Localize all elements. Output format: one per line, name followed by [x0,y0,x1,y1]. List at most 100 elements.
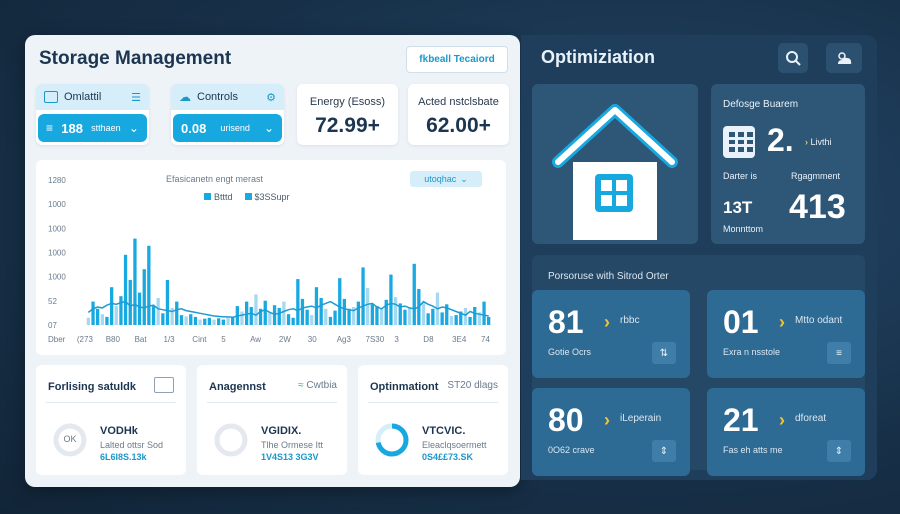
chevron-right-icon: › [604,312,610,332]
bottom-card-optinmationt[interactable]: Optinmationt ST20 dlags VTCVIC. Eleaclqs… [358,365,508,475]
chart-bar [156,298,160,325]
chart-bar [226,317,230,325]
chart-bar [426,313,430,325]
chart-bar [333,310,337,325]
card-meta: ≈ Cwtbia [298,380,337,391]
arrows-icon: ⇅ [659,347,669,359]
metric-card-2[interactable]: 01 › Mtto odant Exra n nsstole ≡ [707,290,865,378]
adjust-button[interactable]: ⇕ [652,440,676,462]
chart-bar [170,307,174,325]
chevron-right-icon: › [779,410,785,430]
chart-bar [291,317,295,325]
x-tick-label: 1/3 [164,335,176,344]
metric-card-3[interactable]: 80 › iLeperain 0O62 crave ⇕ [532,388,690,476]
metric-card-4[interactable]: 21 › dforeat Fas eh atts me ⇕ [707,388,865,476]
metric-card-1[interactable]: 81 › rbbc Gotie Ocrs ⇅ [532,290,690,378]
chart-bar [459,311,463,325]
chart-bar [217,318,221,326]
kpi-pill[interactable]: ≡ 188 stthaen ⌄ [38,114,147,142]
card-line3: 1V4S13 3G3V [261,452,319,462]
chart-bar [123,254,128,325]
chart-bar [128,280,132,325]
metric-value: 80 [548,402,584,438]
card-line1: VGIDIX. [261,425,302,437]
header-select[interactable]: fkbeall Tecaiord [406,46,508,73]
performance-section: Porsoruse with Sitrod Orter 81 › rbbc Go… [532,255,865,476]
x-tick-label: 30 [308,335,317,344]
expand-button[interactable] [154,377,174,393]
bottom-card-anagennst[interactable]: Anagennst ≈ Cwtbia VGIDIX. Tlhe Ormese I… [197,365,347,475]
y-tick-label: 1000 [48,273,66,282]
chart-bar [449,316,454,325]
chart-bar [189,314,193,325]
x-tick-label: B80 [106,335,121,344]
search-button[interactable] [778,43,808,73]
chart-bar [258,308,263,325]
y-tick-label: 07 [48,321,57,330]
chart-bar [366,288,370,325]
kpi-value: 0.08 [181,120,207,136]
gear-icon: ⚙ [266,91,276,104]
ring-value: OK [63,434,77,444]
cloud-sun-icon [838,52,852,64]
chart-bar [147,245,151,325]
chart-bar [328,316,333,325]
kpi-label: Energy (Esoss) [309,96,386,108]
kpi-card-controls[interactable]: ☁ Controls ⚙ 0.08 urisend ⌄ [171,84,284,145]
house-card[interactable] [532,84,698,244]
divider [46,402,176,403]
chevron-right-icon: › [779,312,785,332]
card-title: Optinmationt [370,381,439,393]
chart-dropdown[interactable]: utoqhac ⌄ [410,171,482,187]
adjust-button[interactable]: ⇕ [827,440,851,462]
card-title: Anagennst [209,381,266,393]
chart-bar [393,297,398,325]
chart-bar [352,307,356,325]
updown-icon: ⇕ [834,445,844,457]
checkbox-icon [44,91,58,103]
metric-value: 81 [548,304,584,340]
chart-bar [114,306,118,325]
card-line3: 0S4££73.SK [422,452,474,462]
weather-button[interactable] [826,43,862,73]
chart-bar [137,292,142,325]
chart-bar [412,263,416,325]
bottom-card-forlising[interactable]: Forlising satuldk OK VODHk Lalted ottsr … [36,365,186,475]
adjust-button[interactable]: ≡ [827,342,851,364]
kpi-card-acted[interactable]: Acted nstclsbate 62.00+ [408,84,509,145]
chevron-down-icon: ⌄ [263,121,274,135]
kpi-card-energy[interactable]: Energy (Esoss) 72.99+ [297,84,398,145]
chart-bar [380,308,384,325]
chart-bar [375,306,379,325]
chart-bar [263,300,267,325]
chart-bar [454,315,458,325]
adjust-button[interactable]: ⇅ [652,342,676,364]
y-tick-label: 52 [48,297,57,306]
x-tick-label: 74 [481,335,490,344]
section-label: Porsoruse with Sitrod Orter [548,271,669,282]
chart-bar [338,278,342,325]
chart-bar [305,309,309,325]
card-line1: VTCVIC. [422,425,466,437]
x-tick-label: Bat [135,335,148,344]
chart-bar [249,307,253,325]
chart-bar [286,314,291,325]
lines-icon: ≡ [836,347,842,359]
chart-bar [477,312,481,325]
chevron-down-icon: ⌄ [460,173,468,184]
chart-bar [300,298,305,325]
chart-bar [105,316,109,325]
stat-card[interactable]: Defosge Buarem 2. › Livthi Darter is Rga… [711,84,865,244]
metric-label: iLeperain [620,413,662,424]
chart-bar [445,304,449,325]
kpi-pill[interactable]: 0.08 urisend ⌄ [173,114,282,142]
chevron-right-icon: › [604,410,610,430]
progress-ring [375,423,409,457]
chart-bar [133,238,137,325]
kpi-card-omlattil[interactable]: Omlattil ☰ ≡ 188 stthaen ⌄ [36,84,149,145]
divider [207,402,337,403]
chart-bar [179,315,184,325]
x-tick-label: Ag3 [337,335,352,344]
chart-bar [207,317,211,325]
chart-bar [110,287,114,325]
